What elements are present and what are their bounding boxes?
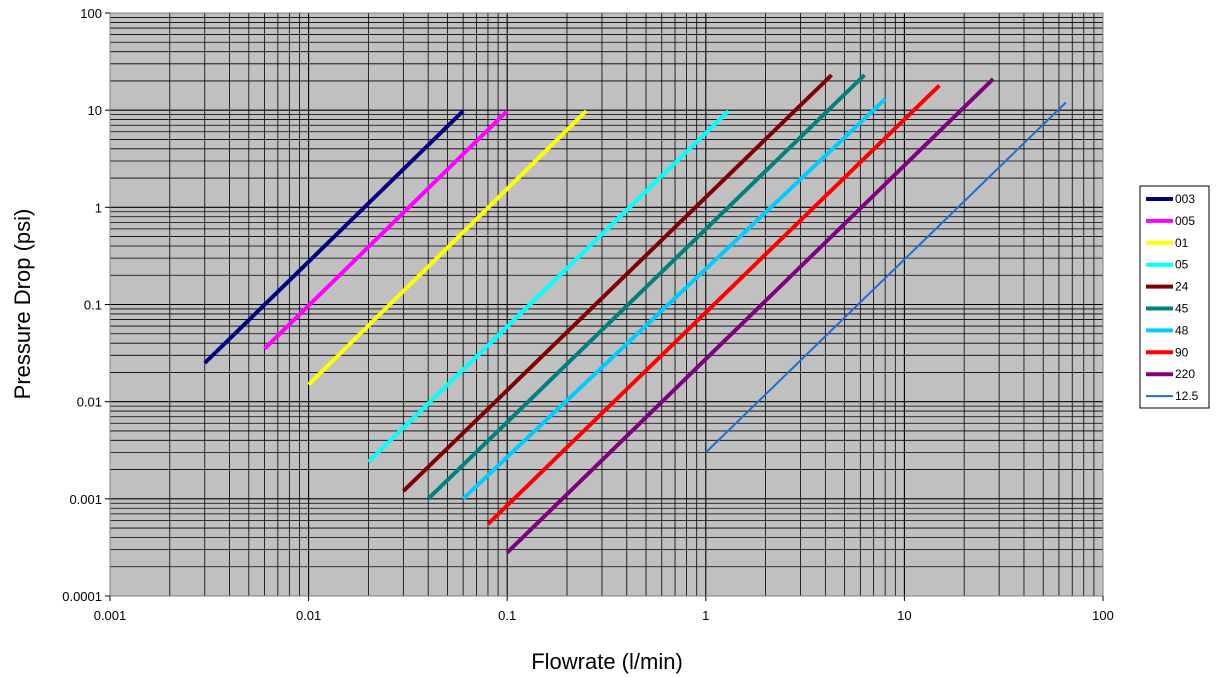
- series-line-24: [402, 73, 833, 493]
- legend-label-12.5: 12.5: [1175, 389, 1199, 403]
- x-axis-ticks: 0.001 0.01 0.1 1 10 100: [94, 596, 1114, 623]
- series-line-90: [486, 83, 941, 526]
- series-line-48: [461, 97, 887, 501]
- series-line-45: [426, 73, 866, 501]
- legend-label-45: 45: [1175, 302, 1189, 316]
- series-line-003: [203, 109, 465, 365]
- y-axis-ticks: 0.0001 0.001 0.01 0.1 1 10 100: [62, 6, 110, 604]
- legend-label-005: 005: [1175, 214, 1195, 228]
- x-tick-label: 100: [1092, 608, 1114, 623]
- y-tick-label: 0.01: [77, 395, 102, 410]
- x-tick-label: 1: [702, 608, 709, 623]
- x-tick-label: 0.001: [94, 608, 127, 623]
- series-line-005: [263, 109, 509, 351]
- series-line-01: [307, 109, 588, 387]
- series-line-12.5: [705, 101, 1067, 454]
- legend: 003 005 01 05 24 45 48 90 220 12.5: [1139, 185, 1210, 409]
- x-tick-label: 10: [897, 608, 911, 623]
- legend-label-90: 90: [1175, 345, 1189, 359]
- legend-label-220: 220: [1175, 367, 1195, 381]
- legend-label-05: 05: [1175, 258, 1189, 272]
- y-tick-label: 0.001: [69, 492, 102, 507]
- series-line-220: [505, 77, 995, 555]
- y-tick-label: 0.0001: [62, 589, 102, 604]
- legend-label-24: 24: [1175, 280, 1189, 294]
- y-tick-label: 1: [95, 200, 102, 215]
- y-axis-title: Pressure Drop (psi): [10, 209, 35, 400]
- series-line-05: [367, 109, 730, 464]
- legend-label-003: 003: [1175, 192, 1195, 206]
- x-tick-label: 0.1: [498, 608, 516, 623]
- x-axis-title: Flowrate (l/min): [531, 649, 683, 674]
- x-tick-label: 0.01: [296, 608, 321, 623]
- legend-label-48: 48: [1175, 323, 1189, 337]
- legend-box: [1139, 185, 1210, 409]
- legend-label-01: 01: [1175, 236, 1189, 250]
- y-tick-label: 100: [80, 6, 102, 21]
- grid: [110, 13, 1103, 596]
- y-tick-label: 10: [88, 103, 102, 118]
- y-tick-label: 0.1: [84, 298, 102, 313]
- series-lines: [203, 73, 1067, 555]
